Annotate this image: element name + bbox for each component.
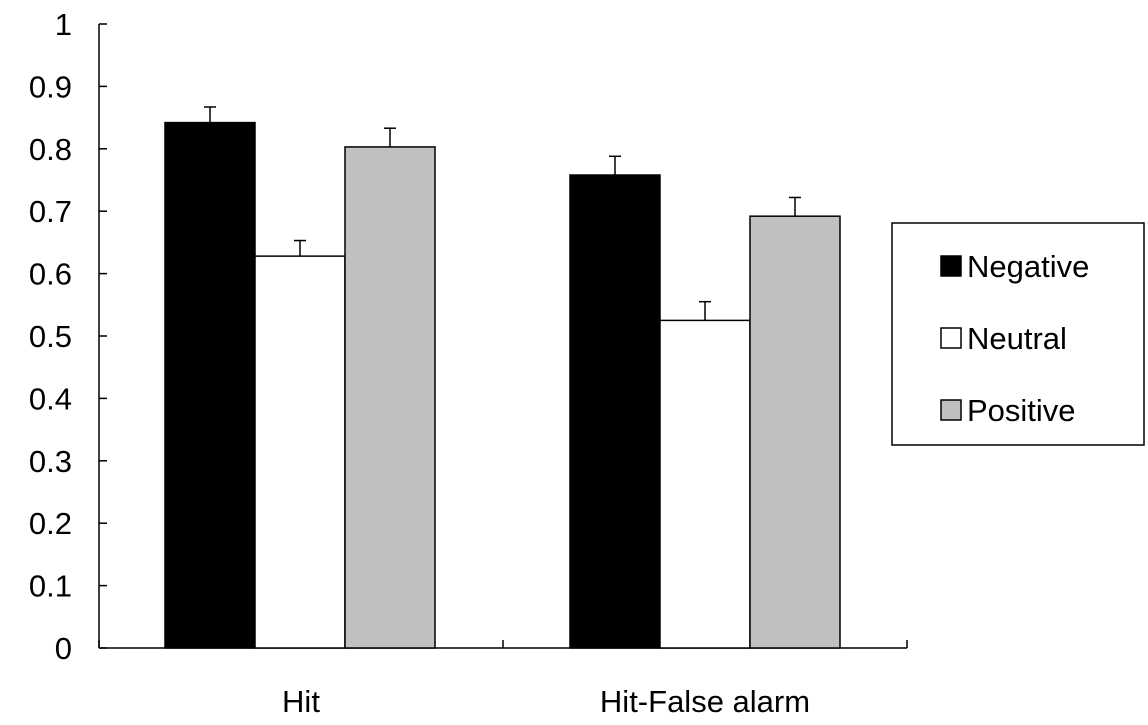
legend-label-positive: Positive xyxy=(967,393,1076,428)
y-tick-label: 0 xyxy=(55,631,72,666)
y-axis-ticks: 0 0.1 0.2 0.3 0.4 0.5 0.6 0.7 0.8 0.9 1 xyxy=(29,7,107,666)
y-tick-label: 0.8 xyxy=(29,132,72,167)
y-tick-label: 0.4 xyxy=(29,381,72,416)
bar-negative-2 xyxy=(569,174,661,649)
y-tick-label: 0.5 xyxy=(29,319,72,354)
bar-negative-1 xyxy=(164,121,256,649)
legend-swatch-negative xyxy=(940,255,962,277)
legend-swatch-neutral xyxy=(940,327,962,349)
bar-positive-1 xyxy=(344,146,436,649)
y-tick-label: 1 xyxy=(55,7,72,42)
legend-label-neutral: Neutral xyxy=(967,321,1067,356)
legend-swatch-positive xyxy=(940,399,962,421)
y-tick-label: 0.2 xyxy=(29,506,72,541)
bar-neutral-2 xyxy=(659,319,751,649)
y-tick-label: 0.3 xyxy=(29,444,72,479)
bar-neutral-1 xyxy=(254,255,346,649)
bar-positive-2 xyxy=(749,215,841,649)
y-tick-label: 0.1 xyxy=(29,569,72,604)
bars xyxy=(164,121,841,649)
legend-label-negative: Negative xyxy=(967,249,1089,284)
y-tick-label: 0.7 xyxy=(29,194,72,229)
error-bars xyxy=(204,106,801,321)
x-category-label: Hit-False alarm xyxy=(600,684,810,719)
x-axis-labels: Hit Hit-False alarm xyxy=(282,684,810,719)
y-tick-label: 0.9 xyxy=(29,69,72,104)
legend-box xyxy=(891,222,1145,446)
legend: Negative Neutral Positive xyxy=(891,222,1145,446)
x-category-label: Hit xyxy=(282,684,320,719)
y-tick-label: 0.6 xyxy=(29,257,72,292)
